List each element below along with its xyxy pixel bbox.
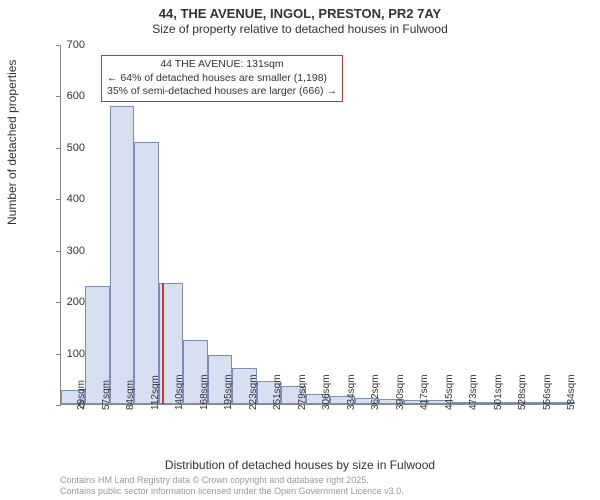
ytick-label: 300 (45, 245, 85, 257)
xtick-label: 417sqm (419, 374, 430, 410)
ytick-label: 100 (45, 348, 85, 360)
xtick-label: 279sqm (297, 374, 308, 410)
xtick-label: 57sqm (101, 380, 112, 410)
histogram-bar (134, 142, 158, 404)
xtick-label: 528sqm (517, 374, 528, 410)
xtick-label: 501sqm (493, 374, 504, 410)
xtick-label: 445sqm (444, 374, 455, 410)
xtick-label: 584sqm (566, 374, 577, 410)
xtick-label: 195sqm (223, 374, 234, 410)
footnote-line1: Contains HM Land Registry data © Crown c… (60, 475, 404, 486)
footnote: Contains HM Land Registry data © Crown c… (60, 475, 404, 497)
ytick-label: 200 (45, 296, 85, 308)
ytick-label: 500 (45, 142, 85, 154)
xtick-label: 362sqm (370, 374, 381, 410)
property-marker-line (162, 283, 164, 404)
ytick-label: 400 (45, 193, 85, 205)
xtick-label: 473sqm (468, 374, 479, 410)
ytick-label: 600 (45, 90, 85, 102)
y-axis-label: Number of detached properties (5, 60, 19, 225)
chart-title-main: 44, THE AVENUE, INGOL, PRESTON, PR2 7AY (0, 6, 600, 21)
property-size-chart: 44, THE AVENUE, INGOL, PRESTON, PR2 7AY … (0, 0, 600, 500)
xtick-label: 390sqm (395, 374, 406, 410)
xtick-label: 112sqm (150, 375, 161, 410)
annotation-line1: 44 THE AVENUE: 131sqm (107, 58, 337, 72)
xtick-label: 334sqm (346, 374, 357, 410)
xtick-label: 29sqm (76, 380, 87, 410)
footnote-line2: Contains public sector information licen… (60, 486, 404, 497)
annotation-line3: 35% of semi-detached houses are larger (… (107, 85, 337, 99)
xtick-label: 168sqm (199, 374, 210, 410)
xtick-label: 140sqm (174, 374, 185, 410)
plot-area: 44 THE AVENUE: 131sqm← 64% of detached h… (60, 45, 570, 405)
histogram-bar (110, 106, 134, 404)
ytick-label: 700 (45, 39, 85, 51)
xtick-label: 251sqm (272, 374, 283, 410)
x-axis-label: Distribution of detached houses by size … (0, 458, 600, 472)
annotation-box: 44 THE AVENUE: 131sqm← 64% of detached h… (101, 55, 343, 102)
xtick-label: 556sqm (542, 374, 553, 410)
xtick-label: 223sqm (248, 374, 259, 410)
xtick-label: 306sqm (321, 374, 332, 410)
chart-title-sub: Size of property relative to detached ho… (0, 22, 600, 36)
xtick-label: 84sqm (125, 380, 136, 410)
annotation-line2: ← 64% of detached houses are smaller (1,… (107, 72, 337, 86)
